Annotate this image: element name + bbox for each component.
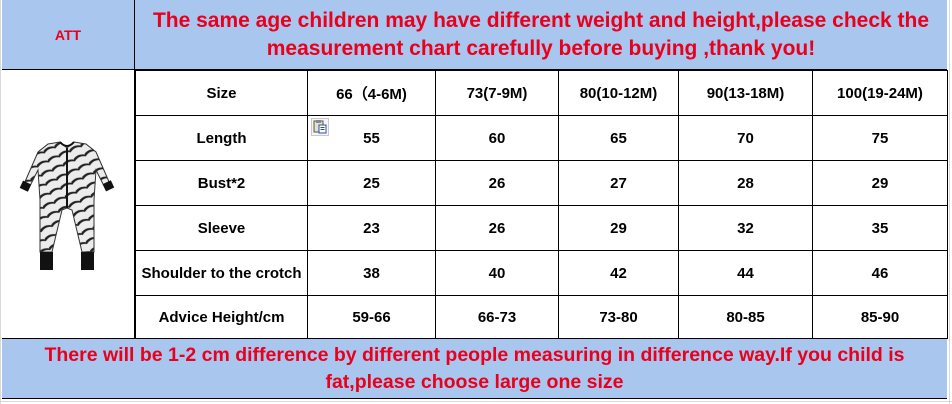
table-cell: 32	[678, 205, 813, 251]
row-label: Shoulder to the crotch	[135, 250, 308, 296]
table-cell: 59-66	[307, 295, 436, 339]
grid-line	[0, 401, 952, 402]
table-cell: 75	[812, 115, 948, 161]
table-cell: 80-85	[678, 295, 813, 339]
column-header: 66（4-6M)	[307, 70, 436, 116]
table-cell: 60	[435, 115, 559, 161]
table-cell: 44	[678, 250, 813, 296]
table-cell: 26	[435, 205, 559, 251]
table-cell: 29	[558, 205, 679, 251]
table-cell: 40	[435, 250, 559, 296]
row-label: Length	[135, 115, 308, 161]
table-row: Length 55 60 65 70 75	[135, 115, 948, 161]
table-cell: 35	[812, 205, 948, 251]
table-cell: 46	[812, 250, 948, 296]
row-label: Advice Height/cm	[135, 295, 308, 339]
grid-line	[0, 0, 1, 404]
table-cell: 42	[558, 250, 679, 296]
table-cell: 26	[435, 160, 559, 206]
zebra-romper-image	[19, 141, 115, 270]
table-header-row: Size 66（4-6M) 73(7-9M) 80(10-12M) 90(13-…	[135, 70, 948, 116]
table-row: Advice Height/cm 59-66 66-73 73-80 80-85…	[135, 295, 948, 339]
product-image-cell	[2, 70, 135, 338]
grid-line	[949, 0, 950, 404]
table-cell: 29	[812, 160, 948, 206]
row-label: Bust*2	[135, 160, 308, 206]
table-cell: 85-90	[812, 295, 948, 339]
table-cell: 73-80	[558, 295, 679, 339]
table-cell: 66-73	[435, 295, 559, 339]
footer-note: There will be 1-2 cm difference by diffe…	[2, 338, 947, 399]
column-header: 90(13-18M)	[678, 70, 813, 116]
row-label: Sleeve	[135, 205, 308, 251]
header-notice: The same age children may have different…	[135, 0, 947, 70]
table-cell: 25	[307, 160, 436, 206]
table-row: Bust*2 25 26 27 28 29	[135, 160, 948, 206]
table-cell: 65	[558, 115, 679, 161]
measurement-table: Size 66（4-6M) 73(7-9M) 80(10-12M) 90(13-…	[135, 70, 948, 339]
column-header: 73(7-9M)	[435, 70, 559, 116]
table-cell: 23	[307, 205, 436, 251]
table-cell: 70	[678, 115, 813, 161]
corner-label: ATT	[2, 0, 135, 70]
table-cell: 38	[307, 250, 436, 296]
table-cell: 28	[678, 160, 813, 206]
column-header: Size	[135, 70, 308, 116]
column-header: 80(10-12M)	[558, 70, 679, 116]
paste-icon[interactable]	[311, 118, 329, 136]
column-header: 100(19-24M)	[812, 70, 948, 116]
table-row: Sleeve 23 26 29 32 35	[135, 205, 948, 251]
table-row: Shoulder to the crotch 38 40 42 44 46	[135, 250, 948, 296]
table-cell: 27	[558, 160, 679, 206]
